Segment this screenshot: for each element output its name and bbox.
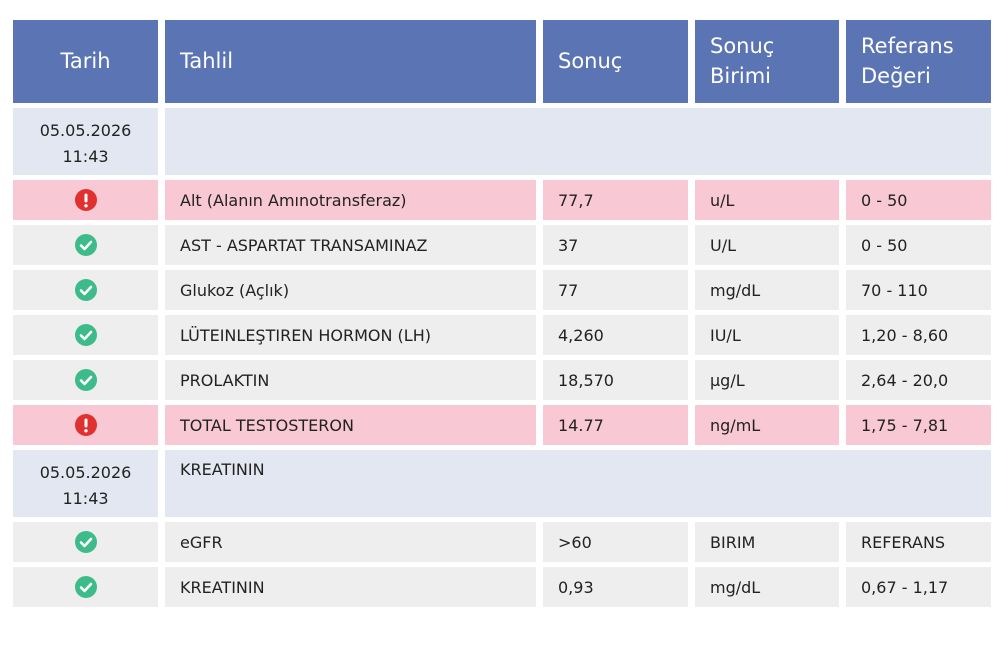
result: 18,570	[543, 360, 688, 400]
alert-icon	[74, 414, 97, 436]
reference: 70 - 110	[846, 270, 991, 310]
test-name: PROLAKTIN	[165, 360, 536, 400]
test-name: TOTAL TESTOSTERON	[165, 405, 536, 445]
reference: 0 - 50	[846, 180, 991, 220]
reference: 0,67 - 1,17	[846, 567, 991, 607]
unit: µg/L	[695, 360, 839, 400]
reference: REFERANS	[846, 522, 991, 562]
test-name: Glukoz (Açlık)	[165, 270, 536, 310]
header-text: Tarih	[60, 48, 111, 73]
group-title	[165, 108, 991, 175]
header-text: Tahlil	[180, 48, 234, 73]
ok-icon	[74, 234, 97, 256]
test-name: AST - ASPARTAT TRANSAMINAZ	[165, 225, 536, 265]
status-cell	[13, 315, 158, 355]
result: 77,7	[543, 180, 688, 220]
time: 11:43	[62, 146, 109, 166]
column-header: Tarih	[13, 20, 158, 103]
status-cell	[13, 360, 158, 400]
unit: mg/dL	[695, 567, 839, 607]
status-cell	[13, 225, 158, 265]
test-name: Alt (Alanın Amınotransferaz)	[165, 180, 536, 220]
reference: 2,64 - 20,0	[846, 360, 991, 400]
result: 14.77	[543, 405, 688, 445]
unit: mg/dL	[695, 270, 839, 310]
header-text: Sonuç	[558, 48, 623, 73]
column-header: Referans Değeri	[846, 20, 991, 103]
time: 11:43	[62, 488, 109, 508]
status-cell	[13, 270, 158, 310]
test-name: KREATININ	[165, 567, 536, 607]
alert-icon	[74, 189, 97, 211]
unit: u/L	[695, 180, 839, 220]
ok-icon	[74, 531, 97, 553]
test-name: LÜTEINLEŞTIREN HORMON (LH)	[165, 315, 536, 355]
unit: IU/L	[695, 315, 839, 355]
group-title: KREATININ	[165, 450, 991, 517]
result: 4,260	[543, 315, 688, 355]
header-text: Sonuç Birimi	[710, 34, 775, 88]
status-cell	[13, 405, 158, 445]
header-text: Referans Değeri	[861, 34, 954, 88]
column-header: Sonuç Birimi	[695, 20, 839, 103]
reference: 0 - 50	[846, 225, 991, 265]
results-table: Tarih Tahlil Sonuç Sonuç Birimi Referans…	[13, 20, 991, 607]
status-cell	[13, 567, 158, 607]
result: >60	[543, 522, 688, 562]
result: 0,93	[543, 567, 688, 607]
result: 37	[543, 225, 688, 265]
test-name: eGFR	[165, 522, 536, 562]
ok-icon	[74, 369, 97, 391]
column-header: Sonuç	[543, 20, 688, 103]
group-title-text: KREATININ	[180, 460, 265, 479]
ok-icon	[74, 324, 97, 346]
group-date: 05.05.2026 11:43	[13, 450, 158, 517]
result: 77	[543, 270, 688, 310]
status-cell	[13, 180, 158, 220]
status-cell	[13, 522, 158, 562]
column-header: Tahlil	[165, 20, 536, 103]
group-date: 05.05.2026 11:43	[13, 108, 158, 175]
unit: ng/mL	[695, 405, 839, 445]
ok-icon	[74, 576, 97, 598]
reference: 1,20 - 8,60	[846, 315, 991, 355]
reference: 1,75 - 7,81	[846, 405, 991, 445]
unit: U/L	[695, 225, 839, 265]
unit: BIRIM	[695, 522, 839, 562]
ok-icon	[74, 279, 97, 301]
date: 05.05.2026	[39, 463, 132, 482]
date: 05.05.2026	[39, 121, 132, 140]
